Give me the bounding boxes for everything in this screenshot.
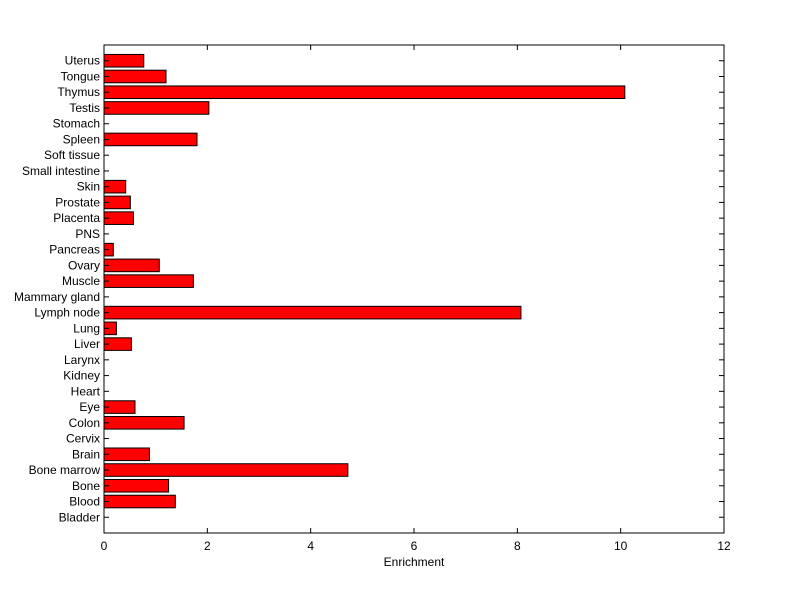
bar-testis xyxy=(103,101,210,115)
x-tick-label-0: 0 xyxy=(101,539,108,553)
bar-blood xyxy=(103,494,176,509)
y-tick-label-eye: Eye xyxy=(79,400,100,414)
bar-muscle xyxy=(103,274,194,288)
x-tick-label-2: 2 xyxy=(204,539,211,553)
x-tick-label-12: 12 xyxy=(717,539,731,553)
y-tick-label-larynx: Larynx xyxy=(64,353,100,367)
y-tick-label-testis: Testis xyxy=(69,101,100,115)
y-tick-label-kidney: Kidney xyxy=(63,369,100,383)
bar-ovary xyxy=(103,258,160,273)
y-tick-label-bone: Bone xyxy=(72,479,100,493)
y-tick-label-bone-marrow: Bone marrow xyxy=(29,463,101,477)
bar-brain xyxy=(103,447,150,462)
y-tick-label-lung: Lung xyxy=(73,321,100,335)
x-axis-label: Enrichment xyxy=(384,555,445,569)
y-tick-label-skin: Skin xyxy=(77,180,100,194)
plot-frame xyxy=(103,44,725,534)
y-tick-label-stomach: Stomach xyxy=(53,117,100,131)
plot-area xyxy=(104,45,724,533)
y-tick-label-pns: PNS xyxy=(75,227,100,241)
y-tick-label-lymph-node: Lymph node xyxy=(34,306,100,320)
bar-spleen xyxy=(103,132,198,147)
y-tick-label-uterus: Uterus xyxy=(65,54,100,68)
y-tick-label-prostate: Prostate xyxy=(55,195,100,209)
y-tick-label-small-intestine: Small intestine xyxy=(22,164,100,178)
x-tick-labels: 0 2 4 6 8 10 12 xyxy=(101,539,731,553)
y-tick-label-ovary: Ovary xyxy=(68,258,100,272)
x-tick-label-6: 6 xyxy=(411,539,418,553)
y-tick-label-muscle: Muscle xyxy=(62,274,100,288)
bars-group xyxy=(103,53,626,509)
bar-colon xyxy=(103,416,185,430)
y-tick-label-cervix: Cervix xyxy=(66,432,100,446)
bar-bone xyxy=(103,478,170,493)
y-tick-label-spleen: Spleen xyxy=(63,132,100,146)
y-tick-label-thymus: Thymus xyxy=(57,85,100,99)
bar-thymus xyxy=(103,85,626,100)
x-tick-label-4: 4 xyxy=(307,539,314,553)
y-tick-label-liver: Liver xyxy=(74,337,100,351)
y-tick-label-mammary-gland: Mammary gland xyxy=(14,290,100,304)
bar-uterus xyxy=(103,53,145,68)
y-tick-label-bladder: Bladder xyxy=(59,510,100,524)
bar-lymph-node xyxy=(103,305,522,320)
y-tick-label-placenta: Placenta xyxy=(53,211,100,225)
x-tick-label-10: 10 xyxy=(614,539,628,553)
x-tick-label-8: 8 xyxy=(514,539,521,553)
y-tick-label-colon: Colon xyxy=(69,416,100,430)
y-tick-label-soft-tissue: Soft tissue xyxy=(44,148,100,162)
y-tick-label-brain: Brain xyxy=(72,447,100,461)
y-tick-label-heart: Heart xyxy=(71,384,101,398)
bar-bone-marrow xyxy=(103,463,349,477)
y-tick-label-pancreas: Pancreas xyxy=(49,243,100,257)
y-tick-label-blood: Blood xyxy=(69,495,100,509)
y-tick-label-tongue: Tongue xyxy=(61,69,101,83)
bar-tongue xyxy=(103,69,167,84)
